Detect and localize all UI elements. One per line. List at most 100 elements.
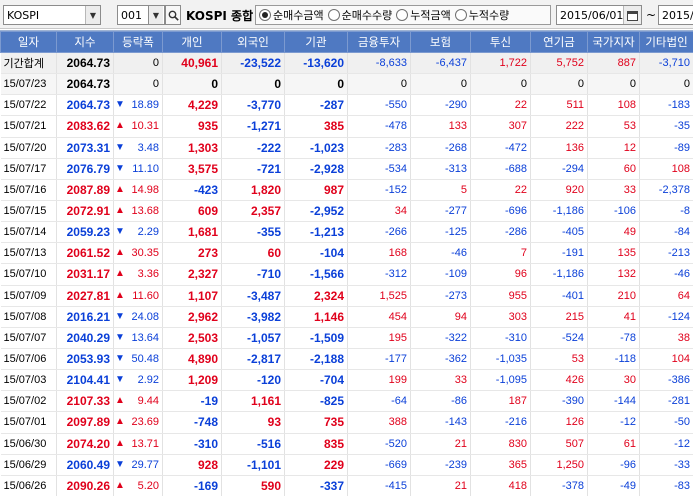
- triangle-up-icon: ▲: [115, 289, 125, 301]
- pension-cell: 507: [530, 433, 588, 455]
- triangle-up-icon: ▲: [115, 268, 125, 280]
- government-cell: 49: [587, 221, 640, 244]
- table-row[interactable]: 15/07/15 2072.91 ▲ 13.68 609 2,357 -2,952 34 -27…: [0, 200, 693, 223]
- government-cell: -96: [587, 454, 640, 476]
- table-row[interactable]: 15/07/14 2059.23 ▼ 2.29 1,681 -355 -1,213 -266-…: [0, 221, 693, 244]
- table-row[interactable]: 15/07/02 2107.33 ▲ 9.44 -19 1,161 -825 -64 -86 18…: [0, 390, 693, 413]
- table-row[interactable]: 15/07/22 2064.73 ▼ 18.89 4,229 -3,770 -287 -550…: [0, 94, 693, 117]
- pension-cell: -1,186: [530, 200, 588, 223]
- calendar-icon[interactable]: [623, 6, 641, 24]
- fin-invest-cell: 388: [347, 411, 411, 434]
- column-header[interactable]: 등락폭: [113, 31, 163, 53]
- table-row[interactable]: 15/06/30 2074.20 ▲ 13.71 -310 -516 835 -520 21 83…: [0, 433, 693, 455]
- index-cell: 2040.29: [56, 327, 114, 349]
- table-row[interactable]: 15/07/03 2104.41 ▼ 2.92 1,209 -120 -704 199 33 -1…: [0, 369, 693, 392]
- foreign-cell: -3,487: [221, 285, 285, 307]
- table-row[interactable]: 15/07/20 2073.31 ▼ 3.48 1,303 -222 -1,023 -283-…: [0, 137, 693, 159]
- start-date-value: 2015/06/01: [560, 8, 623, 22]
- column-header[interactable]: 투신: [470, 31, 531, 53]
- table-row[interactable]: 15/07/09 2027.81 ▲ 11.60 1,107 -3,487 2,324 1,5…: [0, 285, 693, 307]
- institution-cell: -1,509: [284, 327, 348, 349]
- table-row[interactable]: 15/07/10 2031.17 ▲ 3.36 2,327 -710 -1,566 -312-…: [0, 263, 693, 286]
- individual-cell: 2,327: [162, 263, 222, 286]
- radio-net-buy-quantity[interactable]: 순매수수량: [327, 7, 392, 23]
- other-corp-cell: -3,710: [639, 52, 693, 75]
- insurance-cell: -362: [410, 348, 471, 371]
- column-header[interactable]: 연기금: [530, 31, 588, 53]
- pension-cell: -405: [530, 221, 588, 244]
- date-cell: 15/07/09: [0, 285, 57, 307]
- date-cell: 15/07/07: [0, 327, 57, 349]
- table-row[interactable]: 15/07/17 2076.79 ▼ 11.10 3,575 -721 -2,928 -534…: [0, 158, 693, 180]
- change-cell: ▼ 2.29: [113, 221, 163, 244]
- triangle-down-icon: ▼: [115, 162, 125, 174]
- summary-row[interactable]: 기간합계 2064.73 0 40,961 -23,522 -13,620 -8,633 -6…: [0, 52, 693, 75]
- table-row[interactable]: 15/07/16 2087.89 ▲ 14.98 -423 1,820 987 -152 5 22…: [0, 179, 693, 201]
- other-corp-cell: 108: [639, 158, 693, 180]
- radio-dot-icon: [327, 9, 340, 21]
- column-header[interactable]: 금융투자: [347, 31, 411, 53]
- column-header[interactable]: 국가지자: [587, 31, 640, 53]
- radio-dot-icon: [454, 9, 467, 21]
- change-value: 13.71: [131, 437, 159, 450]
- radio-net-buy-amount[interactable]: 순매수금액: [259, 7, 324, 23]
- government-cell: 60: [587, 158, 640, 180]
- index-cell: 2104.41: [56, 369, 114, 392]
- table-row[interactable]: 15/07/13 2061.52 ▲ 30.35 273 60 -104 168 -46 7 -19…: [0, 242, 693, 265]
- investor-trading-table: 일자 지수 등락폭 개인 외국인 기관 금융투자 보험 투신 연기금 국가지자 기타법인 기간합계 20…: [0, 31, 693, 496]
- end-date-value: 2015/: [662, 8, 693, 22]
- table-row[interactable]: 15/07/08 2016.21 ▼ 24.08 2,962 -3,982 1,146 454…: [0, 306, 693, 328]
- date-range-separator: ~: [646, 8, 657, 22]
- column-header[interactable]: 보험: [410, 31, 471, 53]
- search-button[interactable]: [165, 5, 181, 25]
- code-dropdown-button[interactable]: ▼: [149, 5, 165, 25]
- table-row[interactable]: 15/07/01 2097.89 ▲ 23.69 -748 93 735 388 -143 -21…: [0, 411, 693, 434]
- table-row[interactable]: 15/07/06 2053.93 ▼ 50.48 4,890 -2,817 -2,188 -1…: [0, 348, 693, 371]
- trust-cell: -286: [470, 221, 531, 244]
- table-row[interactable]: 15/07/23 2064.73 0 0 0 0 0 0 0 0 0 0: [0, 73, 693, 96]
- individual-cell: 40,961: [162, 52, 222, 75]
- start-date-input[interactable]: 2015/06/01: [556, 5, 642, 25]
- market-select[interactable]: KOSPI ▼: [3, 5, 101, 25]
- individual-cell: 0: [162, 73, 222, 96]
- column-header[interactable]: 기관: [284, 31, 348, 53]
- column-header[interactable]: 지수: [56, 31, 114, 53]
- other-corp-cell: -183: [639, 94, 693, 117]
- column-header[interactable]: 외국인: [221, 31, 285, 53]
- radio-cumulative-amount[interactable]: 누적금액: [396, 7, 451, 23]
- trust-cell: -216: [470, 411, 531, 434]
- trust-cell: -1,095: [470, 369, 531, 392]
- foreign-cell: 1,820: [221, 179, 285, 201]
- chevron-down-icon[interactable]: ▼: [85, 6, 100, 24]
- triangle-up-icon: ▲: [115, 247, 125, 259]
- fin-invest-cell: -550: [347, 94, 411, 117]
- radio-cumulative-quantity[interactable]: 누적수량: [454, 7, 509, 23]
- institution-cell: 0: [284, 73, 348, 96]
- column-header[interactable]: 기타법인: [639, 31, 693, 53]
- date-cell: 15/07/14: [0, 221, 57, 244]
- fin-invest-cell: -415: [347, 475, 411, 496]
- table-row[interactable]: 15/06/29 2060.49 ▼ 29.77 928 -1,101 229 -669 -23…: [0, 454, 693, 476]
- index-cell: 2031.17: [56, 263, 114, 286]
- end-date-input[interactable]: 2015/: [658, 5, 693, 25]
- table-row[interactable]: 15/06/26 2090.26 ▲ 5.20 -169 590 -337 -415 21 418…: [0, 475, 693, 496]
- change-cell: ▲ 3.36: [113, 263, 163, 286]
- table-row[interactable]: 15/07/07 2040.29 ▼ 13.64 2,503 -1,057 -1,509 19…: [0, 327, 693, 349]
- institution-cell: -104: [284, 242, 348, 265]
- individual-cell: 935: [162, 115, 222, 138]
- triangle-up-icon: ▲: [115, 120, 125, 132]
- foreign-cell: -710: [221, 263, 285, 286]
- pension-cell: 5,752: [530, 52, 588, 75]
- foreign-cell: -721: [221, 158, 285, 180]
- fin-invest-cell: -177: [347, 348, 411, 371]
- institution-cell: 835: [284, 433, 348, 455]
- table-row[interactable]: 15/07/21 2083.62 ▲ 10.31 935 -1,271 385 -478 133…: [0, 115, 693, 138]
- change-value: 10.31: [131, 120, 159, 133]
- column-header[interactable]: 일자: [0, 31, 57, 53]
- date-cell: 15/07/21: [0, 115, 57, 138]
- code-input[interactable]: 001: [117, 5, 149, 25]
- pension-cell: -1,186: [530, 263, 588, 286]
- change-value: 9.44: [137, 395, 159, 408]
- trust-cell: 365: [470, 454, 531, 476]
- column-header[interactable]: 개인: [162, 31, 222, 53]
